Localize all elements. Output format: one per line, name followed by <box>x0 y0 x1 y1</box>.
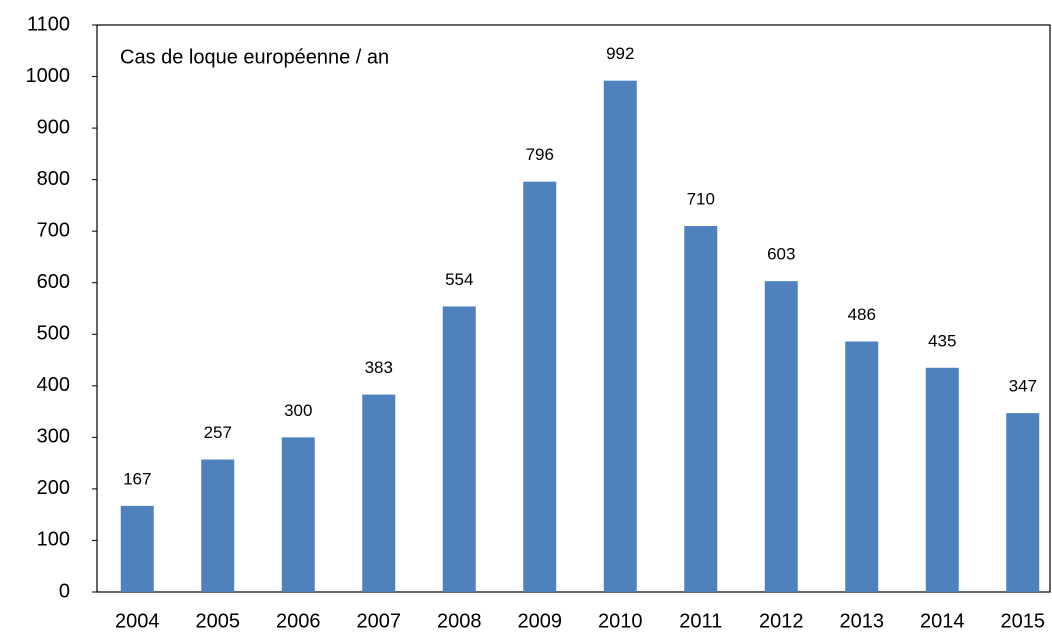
x-tick-label: 2010 <box>598 610 643 632</box>
value-label: 554 <box>445 270 473 289</box>
x-tick-label: 2007 <box>357 610 402 632</box>
bar <box>201 459 235 592</box>
bar <box>281 437 315 592</box>
value-label: 710 <box>687 190 715 209</box>
bar <box>603 80 637 592</box>
y-tick-label: 900 <box>37 116 70 138</box>
plot-border <box>96 24 1051 593</box>
y-tick-label: 100 <box>37 529 70 551</box>
bar <box>925 367 959 592</box>
x-tick-label: 2012 <box>759 610 804 632</box>
value-label: 167 <box>123 469 151 488</box>
bar <box>1006 413 1040 592</box>
x-tick-label: 2004 <box>115 610 160 632</box>
x-tick-label: 2005 <box>196 610 241 632</box>
value-label: 992 <box>606 44 634 63</box>
y-tick-label: 1000 <box>26 65 71 87</box>
bar <box>362 394 396 592</box>
x-tick-label: 2013 <box>840 610 885 632</box>
y-tick-label: 600 <box>37 271 70 293</box>
bar <box>764 281 798 592</box>
value-label: 603 <box>767 245 795 264</box>
value-label: 300 <box>284 401 312 420</box>
x-tick-label: 2009 <box>518 610 563 632</box>
bar <box>523 181 557 592</box>
bar <box>845 341 879 592</box>
value-label: 383 <box>365 358 393 377</box>
bar <box>442 306 476 592</box>
y-tick-label: 500 <box>37 323 70 345</box>
y-tick-label: 400 <box>37 374 70 396</box>
value-label: 257 <box>204 423 232 442</box>
x-tick-label: 2008 <box>437 610 482 632</box>
y-tick-label: 1100 <box>27 13 70 35</box>
chart-title: Cas de loque européenne / an <box>120 46 389 68</box>
x-tick-label: 2015 <box>1001 610 1046 632</box>
x-tick-label: 2011 <box>679 610 722 632</box>
y-tick-label: 800 <box>37 168 70 190</box>
x-tick-label: 2014 <box>920 610 965 632</box>
value-label: 347 <box>1009 377 1037 396</box>
value-label: 796 <box>526 145 554 164</box>
x-tick-label: 2006 <box>276 610 321 632</box>
value-label: 435 <box>928 331 956 350</box>
bar <box>684 226 718 592</box>
y-tick-label: 700 <box>37 219 70 241</box>
y-tick-label: 0 <box>59 580 70 602</box>
y-tick-label: 300 <box>37 426 70 448</box>
y-tick-label: 200 <box>37 477 70 499</box>
bar <box>120 505 154 592</box>
value-label: 486 <box>848 305 876 324</box>
